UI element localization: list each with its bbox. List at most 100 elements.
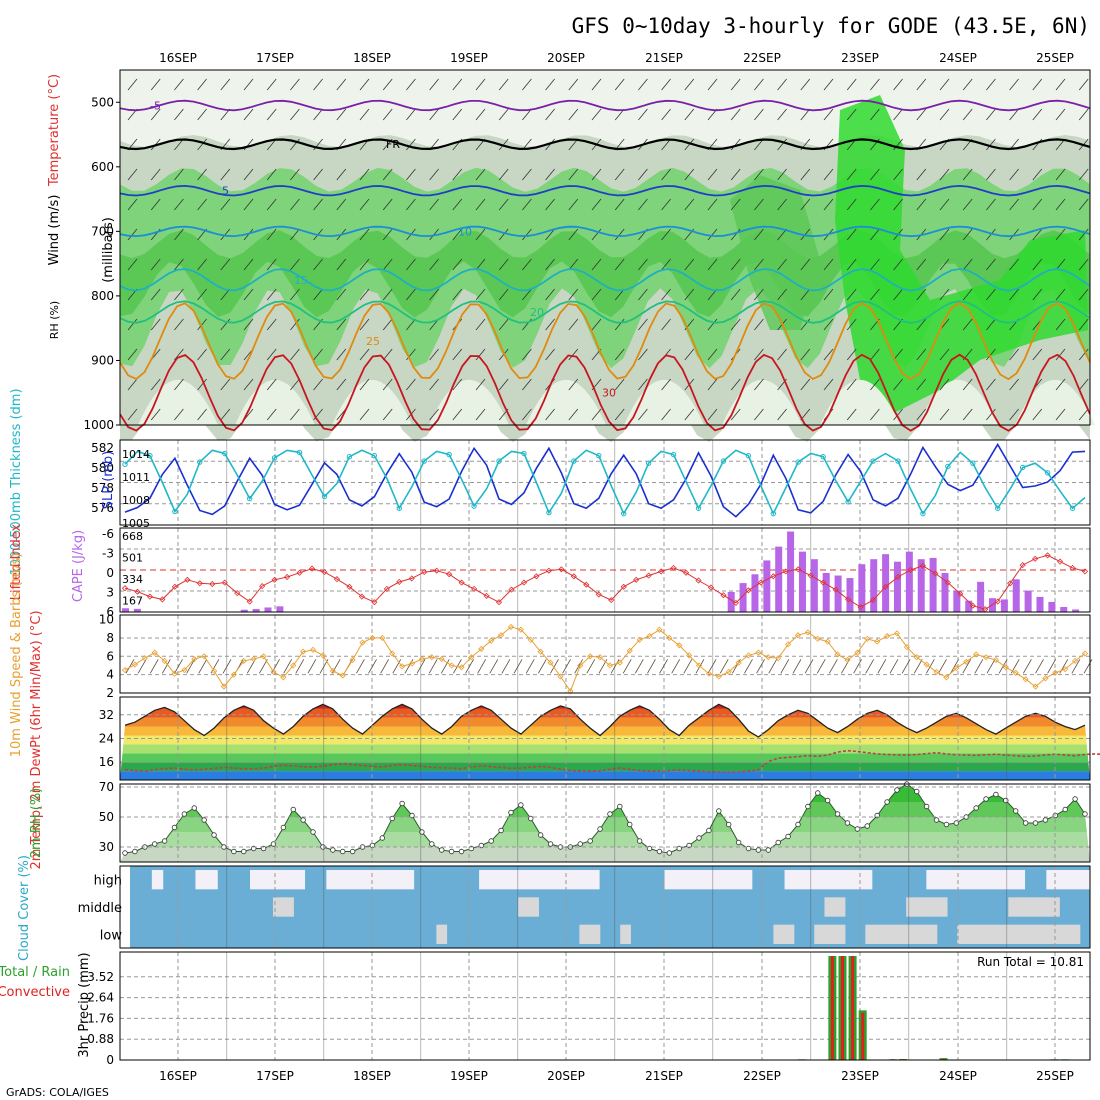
cape-bar — [1024, 590, 1032, 612]
left-tick-label: 580 — [91, 461, 114, 475]
cloud-cell-low — [834, 924, 846, 944]
wind-speed-point — [517, 626, 524, 633]
thickness-point — [172, 508, 178, 515]
lifted-index-point — [545, 567, 552, 574]
wind-barb — [893, 168, 903, 181]
wind-barb — [754, 408, 764, 421]
isotherm-20 — [119, 300, 1091, 324]
wind-speed-point — [636, 636, 643, 643]
wind-barb — [707, 168, 718, 181]
cloud-cell-low — [783, 924, 795, 944]
wind-barb — [243, 198, 254, 211]
cloud-cell-high — [708, 870, 720, 890]
lifted-index-point — [633, 576, 640, 583]
cloud-cell-high — [719, 870, 731, 890]
wind-speed-point — [488, 637, 495, 644]
cloud-cell-low — [1049, 924, 1060, 944]
isotherm-label: 5 — [222, 185, 229, 198]
wind-barb — [591, 108, 602, 121]
wind-speed-point — [507, 623, 515, 630]
wind-barb — [1055, 318, 1066, 331]
isotherm-15 — [119, 268, 1091, 292]
wind-barb — [243, 228, 254, 241]
cloud-cell-middle — [1028, 897, 1040, 917]
right-tick-label: 334 — [122, 573, 143, 586]
rh-point — [349, 848, 356, 855]
wind-barb — [359, 318, 370, 331]
thickness-point — [521, 450, 527, 457]
wind-speed-point — [1052, 669, 1059, 676]
wind-speed-point — [1042, 675, 1049, 682]
isotherm-label: FR — [386, 138, 400, 151]
lifted-index-point — [371, 599, 378, 606]
wind-barb — [498, 108, 509, 121]
wind-barb — [638, 108, 648, 121]
thickness-point — [546, 509, 552, 516]
cape-bar — [810, 559, 818, 612]
temp-line — [124, 703, 1086, 738]
wind-barb — [591, 408, 602, 421]
wind-barb — [754, 258, 764, 271]
thickness-point — [945, 463, 951, 470]
wind-barb — [266, 318, 277, 331]
cape-bar — [834, 575, 842, 612]
wind-barb — [962, 198, 973, 211]
wind-speed-point — [953, 665, 960, 672]
surface-wind-barb — [889, 659, 899, 674]
wind-barb — [150, 378, 161, 391]
wind-barb — [916, 288, 927, 301]
left-tick-label: -6 — [102, 527, 114, 541]
precip-convective-bar — [942, 1058, 946, 1060]
legend-convective: Convective — [0, 985, 70, 1000]
wind-barb — [429, 288, 439, 301]
wind-barb — [498, 318, 509, 331]
wind-barb — [893, 288, 903, 301]
top-date-label: 19SEP — [450, 51, 488, 65]
rh-point — [577, 841, 583, 847]
rh-point — [923, 803, 930, 810]
cloud-cell-high — [730, 870, 742, 890]
wind-barb — [406, 318, 416, 331]
wind-speed-point — [715, 673, 722, 680]
isotherm-label: 10 — [458, 225, 472, 238]
lifted-index-point — [271, 576, 278, 583]
cloud-cell-low — [1069, 924, 1081, 944]
wind-barb — [614, 228, 625, 241]
dry-lobe — [918, 379, 998, 425]
wind-barb — [846, 108, 857, 121]
lifted-index-point — [782, 568, 789, 575]
surface-wind-barb — [998, 659, 1008, 674]
wind-barb — [382, 78, 393, 91]
thickness-line — [124, 449, 1086, 516]
wind-barb — [313, 258, 323, 271]
surface-wind-barb — [901, 659, 911, 674]
surface-wind-barb — [186, 659, 195, 674]
cloud-cell-high — [566, 870, 578, 890]
wind-barb — [591, 168, 602, 181]
wind-barb — [614, 378, 625, 391]
wind-barb — [452, 168, 463, 181]
wind-speed-point — [794, 632, 802, 639]
cloud-cell-high — [250, 870, 262, 890]
rh-point — [617, 803, 623, 810]
rh-point — [706, 827, 712, 834]
wind-barb — [290, 78, 300, 91]
wind-barb — [429, 168, 439, 181]
wind-barb — [220, 348, 231, 361]
wind-barb — [870, 408, 880, 421]
wind-barb — [754, 228, 764, 241]
wind-speed-point — [359, 639, 366, 646]
wind-barb — [777, 78, 787, 91]
lifted-index-point — [433, 567, 440, 574]
surface-wind-barb — [1047, 659, 1056, 674]
wind-barb — [939, 408, 950, 421]
wind-speed-point — [557, 673, 564, 680]
wind-speed-point — [121, 666, 129, 674]
wind-speed-point — [982, 654, 990, 661]
wind-barb — [359, 78, 370, 91]
cloud-cell-high — [686, 870, 698, 890]
isotherm-5 — [119, 184, 1091, 197]
lifted-index-point — [458, 579, 465, 586]
wind-barb — [475, 108, 486, 121]
wind-barb — [1009, 228, 1019, 241]
